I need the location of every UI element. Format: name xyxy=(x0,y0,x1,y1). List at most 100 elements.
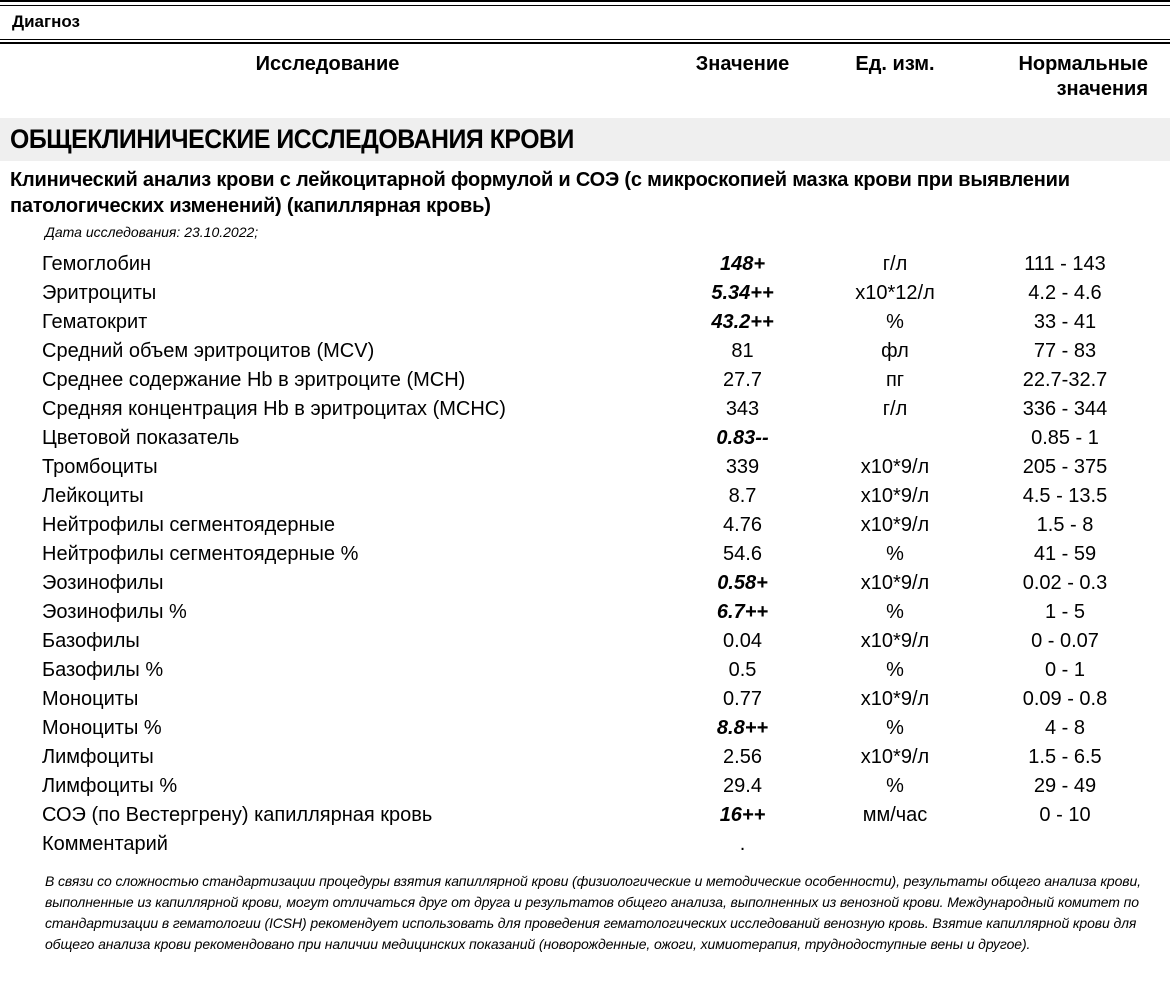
row-unit: % xyxy=(886,717,904,739)
top-rule-thin xyxy=(0,5,1170,6)
row-normal: 0.09 - 0.8 xyxy=(1022,688,1108,710)
row-unit: % xyxy=(886,601,904,623)
row-name: Среднее содержание Hb в эритроците (MCH) xyxy=(42,369,466,391)
row-name: Средняя концентрация Hb в эритроцитах (M… xyxy=(42,398,506,420)
table-row: Эозинофилы % 6.7++ % 1 - 5 xyxy=(0,598,1170,627)
table-row: Средняя концентрация Hb в эритроцитах (M… xyxy=(0,395,1170,424)
table-row: Гемоглобин 148+ г/л 111 - 143 xyxy=(0,250,1170,279)
table-row: Тромбоциты 339 х10*9/л 205 - 375 xyxy=(0,453,1170,482)
column-header-unit: Ед. изм. xyxy=(855,53,935,75)
footnote-text: В связи со сложностью стандартизации про… xyxy=(45,873,1141,952)
table-row: Базофилы % 0.5 % 0 - 1 xyxy=(0,656,1170,685)
table-row: Лимфоциты % 29.4 % 29 - 49 xyxy=(0,772,1170,801)
row-name: Нейтрофилы сегментоядерные % xyxy=(42,543,359,565)
row-unit: г/л xyxy=(882,253,908,275)
table-row: Лимфоциты 2.56 х10*9/л 1.5 - 6.5 xyxy=(0,743,1170,772)
row-unit: пг xyxy=(885,369,905,391)
row-normal: 1 - 5 xyxy=(1044,601,1086,623)
column-header-value: Значение xyxy=(695,53,790,75)
row-value: 16++ xyxy=(719,804,766,826)
row-value: 343 xyxy=(725,398,760,420)
row-value: 339 xyxy=(725,456,760,478)
row-value: 0.58+ xyxy=(717,572,768,594)
diagnosis-rule-thin xyxy=(0,39,1170,40)
row-value: 8.7 xyxy=(728,485,757,507)
row-name: Базофилы xyxy=(42,630,140,652)
row-normal: 336 - 344 xyxy=(1022,398,1108,420)
row-normal: 111 - 143 xyxy=(1024,253,1106,275)
row-normal: 0 - 10 xyxy=(1039,804,1091,826)
row-name: Лимфоциты % xyxy=(42,775,178,797)
row-normal: 4.2 - 4.6 xyxy=(1028,282,1102,304)
row-value: 0.83-- xyxy=(716,427,769,449)
row-normal: 4 - 8 xyxy=(1044,717,1086,739)
table-row: Средний объем эритроцитов (MCV) 81 фл 77… xyxy=(0,337,1170,366)
results-rows: Гемоглобин 148+ г/л 111 - 143 Эритроциты… xyxy=(0,241,1170,859)
table-row: Лейкоциты 8.7 х10*9/л 4.5 - 13.5 xyxy=(0,482,1170,511)
row-value: 0.77 xyxy=(723,688,762,710)
table-row: Моноциты 0.77 х10*9/л 0.09 - 0.8 xyxy=(0,685,1170,714)
row-value: 4.76 xyxy=(723,514,762,536)
table-row: Нейтрофилы сегментоядерные 4.76 х10*9/л … xyxy=(0,511,1170,540)
row-normal: 1.5 - 8 xyxy=(1036,514,1094,536)
row-name: Лейкоциты xyxy=(42,485,144,507)
row-name: Гемоглобин xyxy=(42,253,152,275)
row-unit: х10*9/л xyxy=(860,456,930,478)
row-unit: х10*9/л xyxy=(860,630,930,652)
row-unit: х10*12/л xyxy=(855,282,935,304)
row-normal: 205 - 375 xyxy=(1022,456,1108,478)
row-unit: г/л xyxy=(882,398,908,420)
row-value: 0.5 xyxy=(728,659,757,681)
row-unit: х10*9/л xyxy=(860,514,930,536)
row-name: Моноциты % xyxy=(42,717,162,739)
table-row: Нейтрофилы сегментоядерные % 54.6 % 41 -… xyxy=(0,540,1170,569)
panel-title: Клинический анализ крови с лейкоцитарной… xyxy=(10,169,1070,217)
row-normal: 29 - 49 xyxy=(1033,775,1097,797)
column-header-normal: Нормальные значения xyxy=(1018,53,1148,100)
row-name: Тромбоциты xyxy=(42,456,158,478)
row-unit: % xyxy=(886,659,904,681)
row-name: Лимфоциты xyxy=(42,746,154,768)
row-value: 27.7 xyxy=(723,369,762,391)
section-title: ОБЩЕКЛИНИЧЕСКИЕ ИССЛЕДОВАНИЯ КРОВИ xyxy=(10,124,574,154)
row-value: 8.8++ xyxy=(716,717,769,739)
row-unit: х10*9/л xyxy=(860,746,930,768)
row-name: Комментарий xyxy=(42,833,168,855)
row-value: 0.04 xyxy=(723,630,762,652)
row-unit: х10*9/л xyxy=(860,688,930,710)
column-header-test: Исследование xyxy=(255,53,400,75)
table-row: Гематокрит 43.2++ % 33 - 41 xyxy=(0,308,1170,337)
row-normal: 1.5 - 6.5 xyxy=(1028,746,1102,768)
row-value: 81 xyxy=(731,340,754,362)
row-normal: 0 - 1 xyxy=(1044,659,1086,681)
row-unit: фл xyxy=(881,340,909,362)
row-value: . xyxy=(739,833,746,855)
table-row: Эритроциты 5.34++ х10*12/л 4.2 - 4.6 xyxy=(0,279,1170,308)
row-value: 29.4 xyxy=(723,775,762,797)
top-rule-thick xyxy=(0,0,1170,2)
diagnosis-rule-thick xyxy=(0,42,1170,44)
row-unit: % xyxy=(886,775,904,797)
row-normal: 22.7-32.7 xyxy=(1022,369,1108,391)
table-row: Цветовой показатель 0.83-- 0.85 - 1 xyxy=(0,424,1170,453)
row-name: Эозинофилы % xyxy=(42,601,187,623)
table-row: Комментарий . xyxy=(0,830,1170,859)
row-name: Эритроциты xyxy=(42,282,157,304)
row-value: 6.7++ xyxy=(716,601,769,623)
row-value: 54.6 xyxy=(723,543,762,565)
row-normal: 33 - 41 xyxy=(1033,311,1097,333)
row-normal: 4.5 - 13.5 xyxy=(1022,485,1108,507)
table-row: Эозинофилы 0.58+ х10*9/л 0.02 - 0.3 xyxy=(0,569,1170,598)
row-name: Нейтрофилы сегментоядерные xyxy=(42,514,336,536)
row-name: Гематокрит xyxy=(42,311,148,333)
section-band: ОБЩЕКЛИНИЧЕСКИЕ ИССЛЕДОВАНИЯ КРОВИ xyxy=(0,118,1170,161)
row-unit: % xyxy=(886,543,904,565)
row-unit: х10*9/л xyxy=(860,485,930,507)
row-unit: мм/час xyxy=(862,804,928,826)
row-normal: 0.85 - 1 xyxy=(1031,427,1099,449)
row-name: Моноциты xyxy=(42,688,139,710)
row-unit: % xyxy=(886,311,904,333)
table-header-row: Исследование Значение Ед. изм. Нормальны… xyxy=(0,44,1170,118)
diagnosis-label: Диагноз xyxy=(12,12,80,31)
